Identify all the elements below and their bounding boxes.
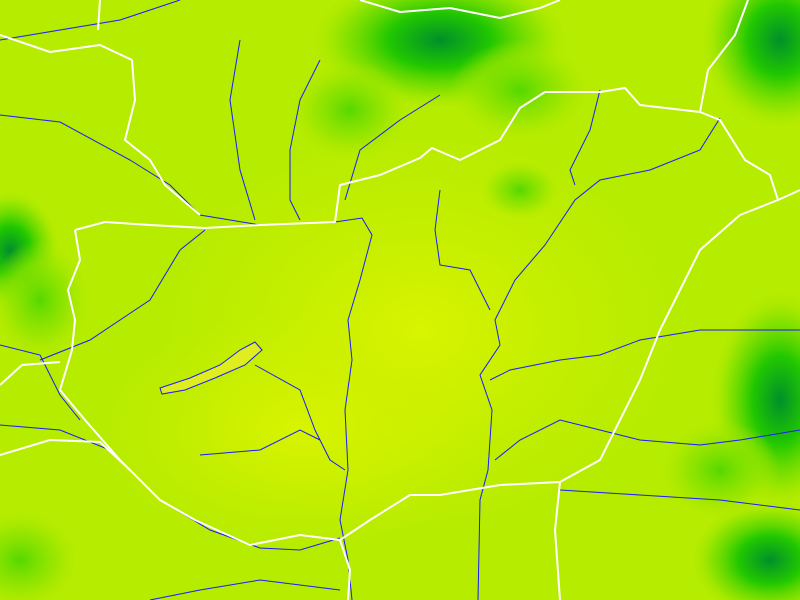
lake-balaton [159,341,263,395]
river-tisza [477,117,721,600]
river-danube [0,114,373,600]
river-sava [149,579,341,600]
border-austria-czech [0,34,201,216]
border-slovenia-croatia [0,439,131,471]
border-ukraine-romania [777,189,800,201]
border-croatia-serbia [339,539,351,600]
river-hernad [569,89,601,186]
river-bega [559,489,800,511]
river-nw [0,0,181,41]
border-slovakia-poland [359,0,561,19]
border-austria-slovenia [0,361,61,386]
river-maros [494,419,800,461]
river-koros [489,329,800,381]
river-vah [289,59,321,221]
river-kapos [199,429,321,456]
river-zagyva [434,189,491,311]
border-hungary [59,87,779,546]
border-czech-north [97,0,101,31]
border-serbia-romania [554,481,561,600]
river-mur [0,344,81,421]
border-slovakia-ukraine [699,0,749,113]
river-sio [254,364,346,471]
river-hron [344,94,441,201]
river-morava [229,39,256,221]
